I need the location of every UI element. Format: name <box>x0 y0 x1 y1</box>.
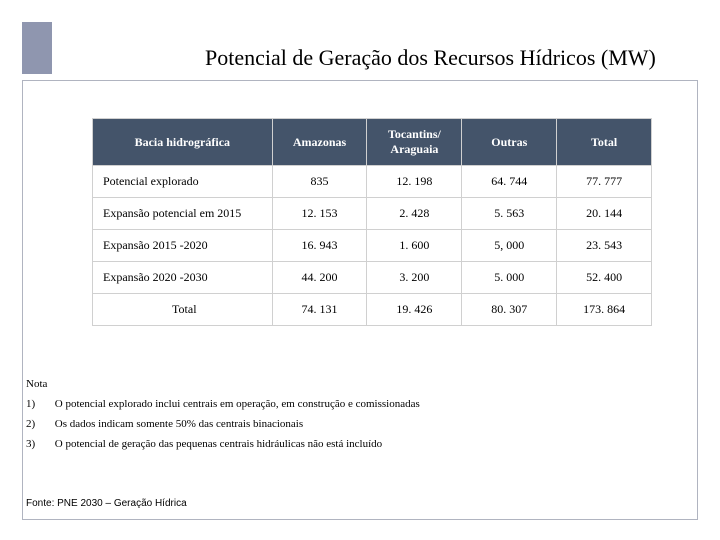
cell-value: 16. 943 <box>272 230 367 262</box>
cell-value: 5. 563 <box>462 198 557 230</box>
table-row: Expansão 2015 -2020 16. 943 1. 600 5, 00… <box>93 230 652 262</box>
data-table: Bacia hidrográfica Amazonas Tocantins/ A… <box>92 118 652 326</box>
cell-value: 52. 400 <box>557 262 652 294</box>
cell-value: 19. 426 <box>367 294 462 326</box>
note-text: O potencial de geração das pequenas cent… <box>55 438 382 450</box>
note-num: 1) <box>26 398 52 410</box>
cell-value: 173. 864 <box>557 294 652 326</box>
cell-value: 44. 200 <box>272 262 367 294</box>
notes-block: Nota 1) O potencial explorado inclui cen… <box>26 378 420 458</box>
note-num: 2) <box>26 418 52 430</box>
accent-bar <box>22 22 52 74</box>
col-header-total: Total <box>557 119 652 166</box>
cell-value: 23. 543 <box>557 230 652 262</box>
cell-label: Potencial explorado <box>93 166 273 198</box>
note-item: 3) O potencial de geração das pequenas c… <box>26 438 420 450</box>
table-row: Expansão potencial em 2015 12. 153 2. 42… <box>93 198 652 230</box>
col-header-tocantins: Tocantins/ Araguaia <box>367 119 462 166</box>
col-header-outras: Outras <box>462 119 557 166</box>
table-header-row: Bacia hidrográfica Amazonas Tocantins/ A… <box>93 119 652 166</box>
notes-label: Nota <box>26 378 420 390</box>
cell-value: 835 <box>272 166 367 198</box>
cell-value: 5. 000 <box>462 262 557 294</box>
table-row: Potencial explorado 835 12. 198 64. 744 … <box>93 166 652 198</box>
cell-value: 1. 600 <box>367 230 462 262</box>
cell-value: 2. 428 <box>367 198 462 230</box>
page-title: Potencial de Geração dos Recursos Hídric… <box>205 45 656 71</box>
table-row: Expansão 2020 -2030 44. 200 3. 200 5. 00… <box>93 262 652 294</box>
note-item: 1) O potencial explorado inclui centrais… <box>26 398 420 410</box>
table-row-total: Total 74. 131 19. 426 80. 307 173. 864 <box>93 294 652 326</box>
cell-value: 12. 198 <box>367 166 462 198</box>
note-num: 3) <box>26 438 52 450</box>
cell-label: Total <box>93 294 273 326</box>
source-line: Fonte: PNE 2030 – Geração Hídrica <box>26 498 187 509</box>
cell-value: 5, 000 <box>462 230 557 262</box>
cell-value: 80. 307 <box>462 294 557 326</box>
note-item: 2) Os dados indicam somente 50% das cent… <box>26 418 420 430</box>
cell-value: 74. 131 <box>272 294 367 326</box>
cell-value: 77. 777 <box>557 166 652 198</box>
cell-label: Expansão potencial em 2015 <box>93 198 273 230</box>
note-text: Os dados indicam somente 50% das centrai… <box>55 418 303 430</box>
cell-value: 12. 153 <box>272 198 367 230</box>
cell-value: 20. 144 <box>557 198 652 230</box>
cell-label: Expansão 2020 -2030 <box>93 262 273 294</box>
data-table-wrap: Bacia hidrográfica Amazonas Tocantins/ A… <box>92 118 652 326</box>
cell-value: 64. 744 <box>462 166 557 198</box>
cell-label: Expansão 2015 -2020 <box>93 230 273 262</box>
col-header-amazonas: Amazonas <box>272 119 367 166</box>
cell-value: 3. 200 <box>367 262 462 294</box>
note-text: O potencial explorado inclui centrais em… <box>55 398 420 410</box>
col-header-basin: Bacia hidrográfica <box>93 119 273 166</box>
